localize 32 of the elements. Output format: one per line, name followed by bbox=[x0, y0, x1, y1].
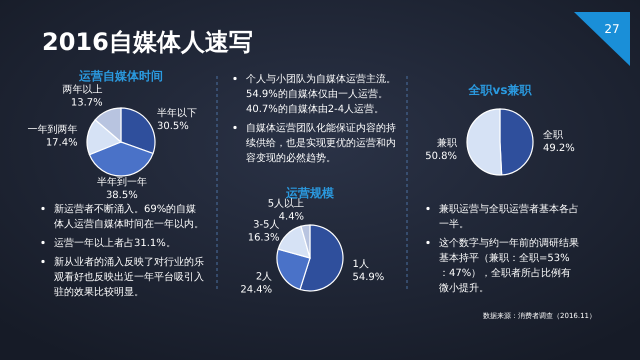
data-label: 24.4% bbox=[240, 284, 272, 296]
data-label: 54.9% bbox=[352, 272, 384, 283]
data-label: 17.4% bbox=[46, 137, 78, 148]
slice-label: 3-5人 bbox=[253, 220, 280, 231]
text: 运营一年以上者占31.1%。 bbox=[54, 237, 176, 249]
text: 这个数字与约一年前的调研结果基本持平（兼职：全职=53%：47%），全职者所占比例有微小提升。 bbox=[439, 237, 579, 294]
text: 27 bbox=[604, 22, 620, 36]
text: 2016自媒体人速写 bbox=[42, 28, 253, 56]
data-label: 30.5% bbox=[156, 120, 189, 132]
slice-label: 半年到一年 bbox=[96, 176, 147, 188]
text: 兼职运营与全职运营者基本各占一半。 bbox=[439, 203, 579, 230]
slice-label: 一年到两年 bbox=[28, 123, 78, 136]
slice-label: 两年以上 bbox=[62, 84, 103, 96]
data-label: 13.7% bbox=[70, 98, 103, 109]
slice-label: 5人以上 bbox=[268, 197, 304, 210]
text: 新运营者不断涌入。69%的自媒体人运营自媒体时间在一年以内。 bbox=[54, 203, 204, 230]
chart-title: 全职vs兼职 bbox=[468, 83, 532, 97]
data-label: 4.4% bbox=[278, 211, 304, 222]
data-label: 38.5% bbox=[106, 190, 138, 201]
text: 个人与小团队为自媒体运营主流。54.9%的自媒体仅由一人运营。40.7%的自媒体由2-4人运营。 bbox=[246, 73, 396, 115]
slice-label: 2人 bbox=[256, 272, 272, 283]
slice-label: 全职 bbox=[542, 129, 563, 142]
slice-label: 兼职 bbox=[437, 136, 458, 149]
data-label: 50.8% bbox=[425, 150, 458, 162]
text: 自媒体运营团队化能保证内容的持续供给，也是实现更优的运营和内容变现的必然趋势。 bbox=[246, 122, 396, 164]
slice-label: 1人 bbox=[352, 258, 369, 270]
text: 新从业者的涌入反映了对行业的乐观看好也反映出近一年平台吸引入驻的效果比较明显。 bbox=[54, 256, 204, 298]
data-label: 49.2% bbox=[542, 143, 575, 154]
chart-title: 运营自媒体时间 bbox=[78, 69, 163, 83]
chart-title: 运营规模 bbox=[285, 186, 334, 200]
slice-label: 半年以下 bbox=[156, 106, 197, 119]
data-label: 16.3% bbox=[248, 232, 280, 244]
